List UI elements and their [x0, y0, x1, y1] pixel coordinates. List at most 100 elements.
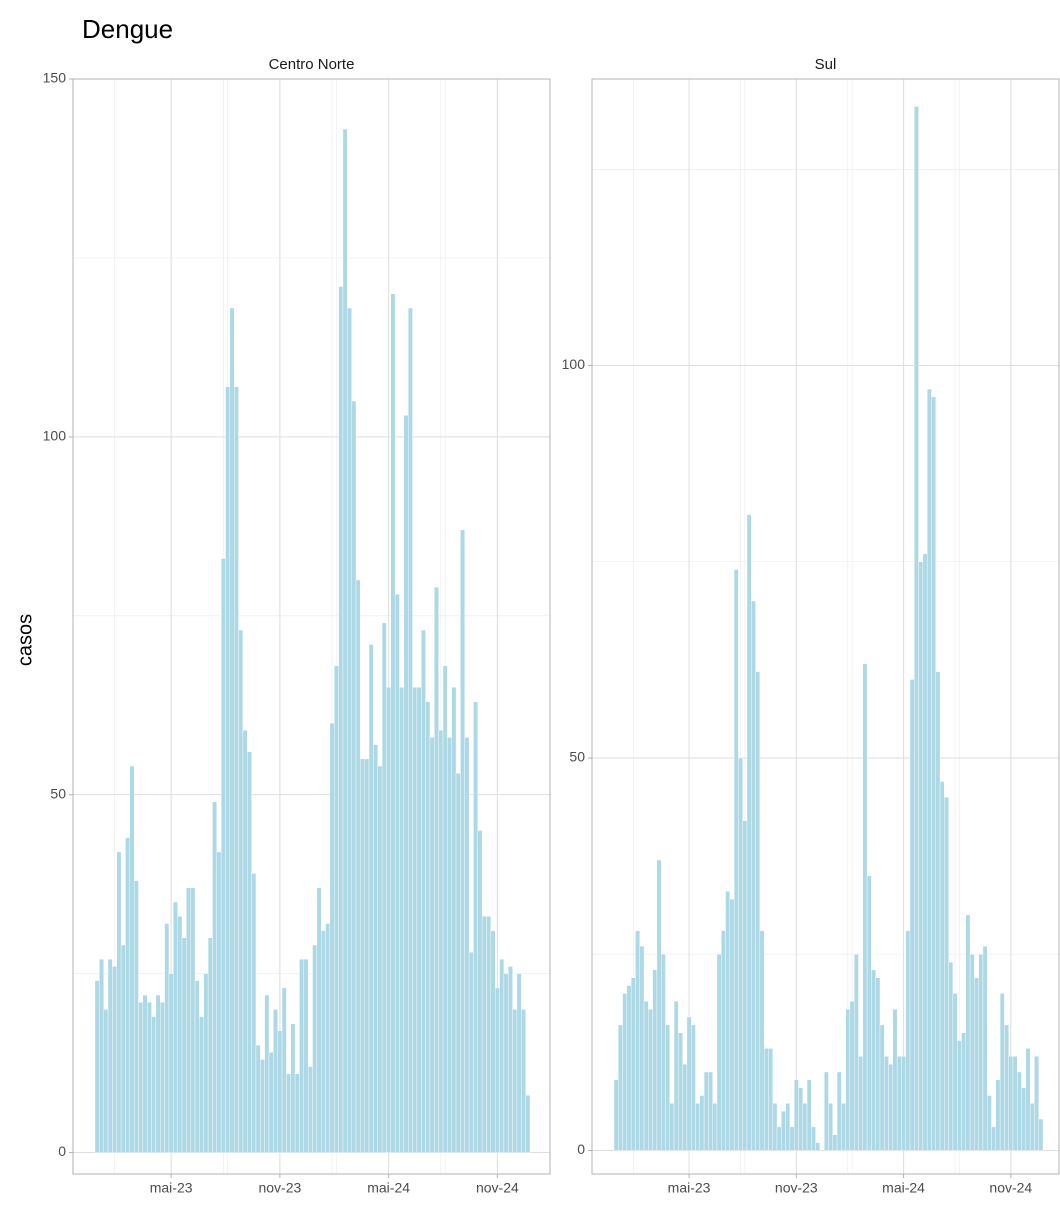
bar — [503, 973, 509, 1153]
bar — [177, 916, 183, 1153]
bar — [926, 388, 932, 1151]
bar — [918, 561, 924, 1151]
bar — [168, 973, 174, 1153]
bar — [281, 987, 287, 1153]
bar — [468, 951, 474, 1153]
bar — [360, 758, 365, 1153]
bar — [460, 529, 465, 1153]
x-tick-label: nov-23 — [258, 1180, 301, 1196]
bar — [138, 1002, 144, 1153]
y-tick-label: 150 — [43, 70, 67, 86]
bar — [1008, 1056, 1014, 1151]
bar — [220, 558, 226, 1153]
bar — [961, 1032, 966, 1151]
bar — [133, 880, 139, 1153]
bar — [763, 1048, 769, 1151]
bar — [841, 1103, 846, 1151]
bar — [785, 1103, 791, 1151]
bar — [299, 959, 305, 1153]
bar — [194, 980, 200, 1153]
bar — [832, 1134, 838, 1151]
bar — [233, 386, 239, 1153]
bar — [751, 600, 756, 1151]
x-tick-label: nov-24 — [476, 1180, 519, 1196]
bar — [408, 307, 413, 1153]
bar — [995, 1079, 1001, 1151]
bar — [264, 994, 270, 1153]
bar — [716, 954, 722, 1151]
bar — [866, 875, 872, 1151]
bar — [364, 758, 370, 1153]
y-tick-label: 0 — [577, 1141, 585, 1157]
bar — [965, 914, 971, 1151]
bar — [669, 1103, 675, 1151]
bar — [695, 1103, 701, 1151]
bar — [806, 1079, 812, 1151]
bar — [368, 644, 374, 1153]
bar — [652, 969, 658, 1151]
bar — [129, 765, 135, 1153]
bar — [793, 1079, 799, 1151]
bar — [948, 961, 954, 1151]
bar — [939, 781, 945, 1151]
bar — [974, 977, 979, 1151]
bar — [1017, 1071, 1022, 1151]
bar — [836, 1071, 842, 1151]
bar — [982, 946, 988, 1151]
bar — [477, 830, 483, 1153]
bar — [399, 687, 405, 1153]
bar — [199, 1016, 204, 1153]
bar — [286, 1073, 291, 1153]
bar — [160, 1002, 165, 1153]
bar — [931, 396, 936, 1151]
bar — [871, 969, 876, 1151]
bar — [969, 954, 975, 1151]
bar — [686, 1016, 692, 1151]
bar — [772, 1103, 778, 1151]
x-tick-label: mai-24 — [882, 1180, 925, 1196]
bar — [691, 1024, 696, 1151]
y-tick-label: 100 — [562, 356, 586, 372]
bar — [338, 286, 344, 1153]
bar — [935, 671, 941, 1151]
bar — [1021, 1087, 1027, 1151]
bar — [412, 687, 418, 1153]
bar — [845, 1008, 851, 1151]
bar — [901, 1056, 906, 1151]
bar — [342, 128, 348, 1153]
bar — [733, 569, 739, 1151]
bar — [403, 415, 409, 1153]
bar — [495, 987, 500, 1153]
bar — [103, 1009, 109, 1153]
bar — [1038, 1118, 1044, 1151]
x-tick-label: nov-24 — [989, 1180, 1032, 1196]
bar — [712, 1103, 718, 1151]
bar — [238, 629, 244, 1153]
bar — [905, 930, 911, 1151]
bar — [665, 1024, 670, 1151]
bar — [421, 629, 426, 1153]
bar — [164, 923, 170, 1153]
bar — [824, 1071, 829, 1151]
y-tick-label: 100 — [43, 428, 67, 444]
bar — [630, 977, 636, 1151]
bar — [116, 851, 122, 1153]
bar — [660, 954, 666, 1151]
bar — [862, 663, 868, 1151]
bar — [242, 730, 248, 1153]
bar — [525, 1095, 531, 1153]
bar — [107, 959, 113, 1153]
bar — [173, 901, 178, 1153]
bar — [888, 1063, 894, 1151]
bar — [316, 887, 322, 1153]
bar — [390, 293, 396, 1153]
facet-title: Sul — [815, 56, 837, 73]
chart-title: Dengue — [82, 14, 173, 44]
bar — [755, 671, 761, 1151]
bar — [703, 1071, 709, 1151]
bar — [155, 994, 161, 1153]
bar — [858, 1056, 864, 1151]
bar — [120, 944, 126, 1153]
bar — [742, 820, 748, 1151]
